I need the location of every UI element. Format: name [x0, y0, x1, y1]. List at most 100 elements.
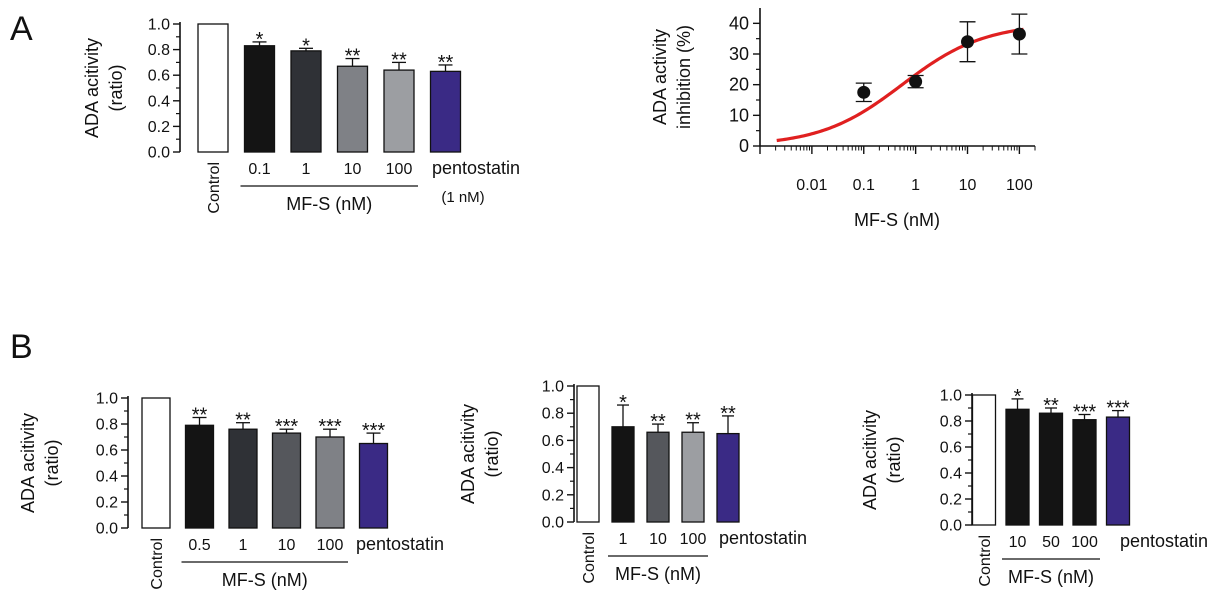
significance-marker: * — [1014, 386, 1022, 408]
x-category-label: 50 — [1042, 534, 1060, 551]
y-tick-label: 0.4 — [96, 469, 118, 486]
data-point — [857, 85, 871, 99]
significance-marker: ** — [345, 46, 361, 68]
bar — [383, 69, 415, 153]
y-axis-label: ADA acitivity — [82, 38, 102, 138]
group-label: MF-S (nM) — [615, 564, 701, 584]
y-tick-label: 0.4 — [148, 93, 170, 110]
y-tick-label: 0.8 — [148, 42, 170, 59]
x-category-label: 10 — [344, 161, 362, 178]
bar — [576, 385, 600, 523]
significance-marker: ** — [1043, 395, 1059, 417]
bar — [358, 442, 389, 529]
panel-label-a: A — [10, 10, 33, 48]
y-tick-label: 1.0 — [940, 388, 962, 405]
y-tick-label: 0.8 — [542, 406, 564, 423]
y-tick-label: 0.4 — [940, 466, 962, 483]
significance-marker: *** — [318, 416, 342, 438]
y-tick-label: 0.0 — [148, 145, 170, 162]
x-category-label: 0.1 — [248, 161, 270, 178]
x-category-label: pentostatin — [719, 528, 807, 548]
y-tick-label: 20 — [729, 75, 749, 95]
y-axis-label: (ratio) — [482, 430, 502, 477]
significance-marker: * — [302, 35, 310, 57]
y-tick-label: 0.2 — [96, 495, 118, 512]
x-tick-label: 0.1 — [853, 177, 875, 194]
data-point — [909, 75, 923, 89]
bar — [243, 45, 276, 153]
x-category-label: 100 — [1071, 534, 1098, 551]
x-category-label: 1 — [239, 537, 248, 554]
x-axis-label: MF-S (nM) — [854, 210, 940, 230]
x-category-label: 100 — [317, 537, 344, 554]
bar — [184, 424, 215, 529]
x-category-label: 0.5 — [188, 537, 210, 554]
group-label: MF-S (nM) — [1008, 567, 1094, 587]
bar — [1038, 412, 1064, 526]
significance-marker: ** — [192, 405, 208, 427]
y-axis-label: (ratio) — [884, 436, 904, 483]
y-tick-label: 40 — [729, 13, 749, 33]
y-tick-label: 0.6 — [96, 443, 118, 460]
y-tick-label: 0.8 — [940, 414, 962, 431]
x-tick-label: 1 — [911, 177, 920, 194]
bar — [971, 394, 997, 526]
x-category-note: (1 nM) — [441, 189, 484, 206]
panel-label-b: B — [10, 328, 33, 366]
x-category-label: 1 — [302, 161, 311, 178]
y-tick-label: 1.0 — [148, 17, 170, 34]
data-point — [1012, 27, 1026, 41]
y-axis-label: (ratio) — [42, 439, 62, 486]
bar — [681, 431, 705, 523]
y-tick-label: 0.2 — [148, 119, 170, 136]
significance-marker: * — [256, 29, 264, 51]
significance-marker: ** — [685, 410, 701, 432]
significance-marker: *** — [1106, 398, 1130, 420]
y-axis-label: inhibition (%) — [674, 25, 694, 129]
x-category-label-control: Control — [581, 532, 598, 584]
x-category-label-control: Control — [977, 535, 994, 587]
y-axis-label: ADA acitivity — [458, 404, 478, 504]
y-tick-label: 10 — [729, 105, 749, 125]
bar — [646, 431, 670, 523]
y-axis-label: ADA acitivity — [860, 410, 880, 510]
bar — [141, 397, 171, 529]
bar — [1072, 419, 1097, 526]
significance-marker: ** — [235, 410, 251, 432]
significance-marker: *** — [362, 420, 386, 442]
y-tick-label: 1.0 — [542, 379, 564, 396]
significance-marker: * — [619, 392, 627, 414]
bar — [271, 432, 302, 529]
x-tick-label: 10 — [959, 177, 977, 194]
y-axis-label: ADA activity — [650, 29, 670, 125]
group-label: MF-S (nM) — [286, 194, 372, 214]
x-category-label-control: Control — [149, 538, 166, 590]
bar — [290, 50, 322, 153]
significance-marker: *** — [275, 416, 299, 438]
bar — [1005, 408, 1030, 526]
y-tick-label: 0.6 — [542, 433, 564, 450]
group-label: MF-S (nM) — [222, 570, 308, 590]
significance-marker: ** — [720, 403, 736, 425]
bar — [315, 436, 345, 529]
y-tick-label: 0.0 — [96, 521, 118, 538]
y-tick-label: 30 — [729, 44, 749, 64]
y-tick-label: 0.0 — [542, 515, 564, 532]
fit-curve — [776, 27, 1024, 143]
y-tick-label: 0.2 — [940, 492, 962, 509]
significance-marker: ** — [391, 49, 407, 71]
x-category-label: 100 — [386, 161, 413, 178]
bar — [228, 428, 258, 529]
significance-marker: ** — [650, 411, 666, 433]
bar — [429, 70, 462, 153]
x-tick-label: 100 — [1006, 177, 1033, 194]
x-category-label: 100 — [680, 531, 707, 548]
y-tick-label: 0.6 — [148, 68, 170, 85]
bar — [1105, 416, 1131, 526]
y-tick-label: 0.0 — [940, 518, 962, 535]
x-tick-label: 0.01 — [796, 177, 827, 194]
y-axis-label: (ratio) — [106, 64, 126, 111]
